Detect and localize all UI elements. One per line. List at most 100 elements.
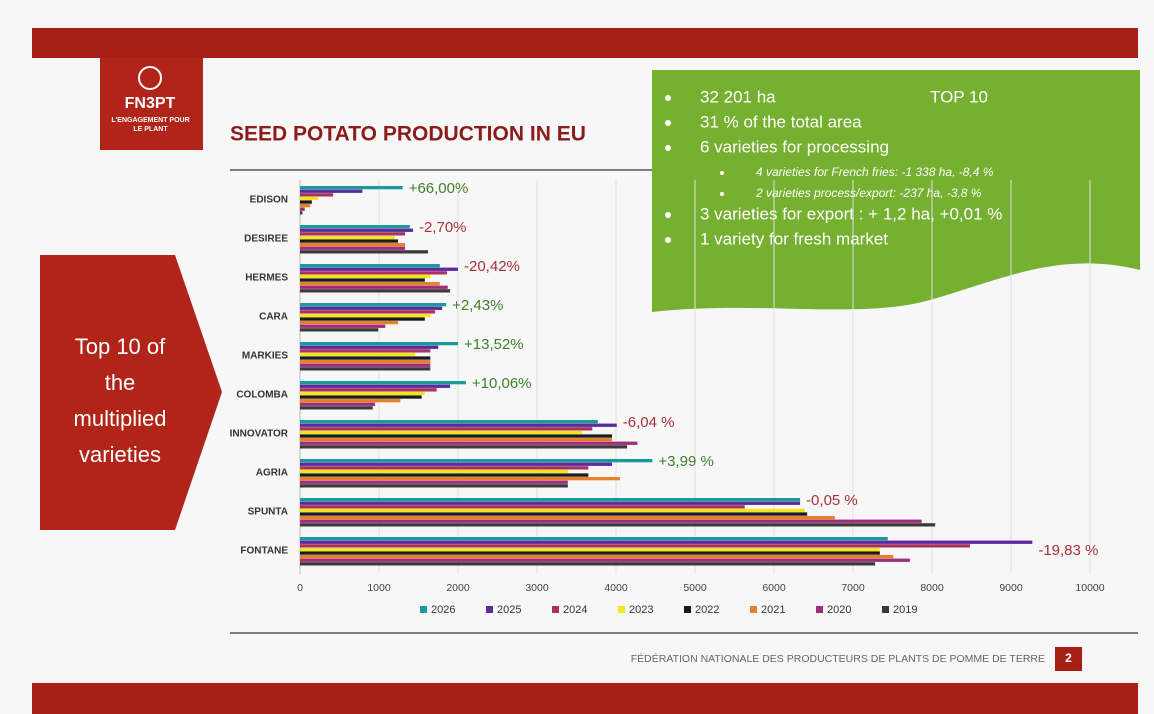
bar [300, 303, 447, 307]
bar [300, 271, 447, 275]
legend-label: 2023 [629, 604, 653, 616]
info-item: 31 % of the total area [700, 112, 862, 131]
y-tick-label: EDISON [250, 195, 288, 206]
x-tick-label: 7000 [841, 582, 865, 594]
bar [300, 267, 458, 271]
y-tick-label: SPUNTA [248, 507, 288, 518]
bar [300, 207, 305, 211]
legend-label: 2024 [563, 604, 587, 616]
bar [300, 469, 568, 474]
legend-label: 2019 [893, 604, 917, 616]
change-label: -0,05 % [806, 492, 858, 509]
x-tick-label: 5000 [683, 582, 707, 594]
bullet [720, 171, 724, 175]
change-label: +13,52% [464, 336, 524, 353]
bar [300, 438, 613, 442]
bar [300, 427, 593, 431]
bar [300, 200, 312, 204]
legend-swatch [420, 606, 427, 613]
bullet [720, 192, 724, 196]
info-item: 32 201 ha [700, 87, 776, 106]
bar [300, 342, 458, 346]
bullet [665, 212, 671, 218]
bar [300, 540, 1033, 544]
chart: 0 1000 2000 3000 4000 5000 6000 7000 8000 9000 100… [230, 180, 1105, 616]
slide-title: SEED POTATO PRODUCTION IN EU [230, 123, 586, 146]
change-label: +66,00% [409, 180, 469, 197]
bar [300, 189, 363, 193]
bar [300, 441, 638, 445]
bar [300, 558, 910, 562]
bar [300, 321, 398, 325]
bar [300, 246, 406, 250]
bar [300, 505, 745, 509]
bullet [665, 145, 671, 151]
bar [300, 228, 413, 232]
y-tick-label: COLOMBA [236, 390, 288, 401]
bar [300, 462, 613, 466]
y-tick-label: MARKIES [242, 351, 288, 362]
x-tick-label: 2000 [446, 582, 470, 594]
bar [300, 243, 406, 247]
side-label: Top 10 of the multiplied varieties [74, 334, 167, 467]
bar [300, 196, 319, 201]
bar [300, 512, 808, 516]
bar [300, 508, 805, 513]
y-tick-label: DESIREE [244, 234, 288, 245]
legend-label: 2021 [761, 604, 785, 616]
bar [300, 519, 922, 523]
legend-swatch [816, 606, 823, 613]
bar [300, 402, 376, 406]
bar [300, 285, 448, 289]
info-item: 6 varieties for processing [700, 137, 889, 156]
bar [300, 466, 589, 470]
info-item: 1 variety for fresh market [700, 229, 888, 248]
bar [300, 399, 401, 403]
logo-tagline-box: L'ENGAGEMENT POUR LE PLANT [111, 117, 189, 133]
bar [300, 282, 440, 286]
legend-label: 2026 [431, 604, 455, 616]
side-label-line: varieties [79, 442, 161, 467]
bar [300, 459, 653, 463]
y-tick-label: FONTANE [240, 546, 288, 557]
bar [300, 434, 613, 438]
bar [300, 420, 598, 424]
x-tick-label: 10000 [1075, 582, 1104, 594]
bar [300, 235, 395, 240]
change-label: +3,99 % [658, 453, 713, 470]
info-item: 2 varieties process/export: -237 ha, -3,… [755, 186, 982, 200]
logo-box [100, 58, 203, 150]
bar [300, 193, 334, 197]
bar [300, 313, 431, 318]
bar [300, 555, 894, 559]
footer-text: FÉDÉRATION NATIONALE DES PRODUCTEURS DE … [631, 652, 1045, 665]
bar [300, 328, 379, 332]
legend-label: 2020 [827, 604, 851, 616]
change-label: +2,43% [452, 297, 503, 314]
bar [300, 537, 888, 541]
x-tick-label: 3000 [525, 582, 549, 594]
bar [300, 523, 936, 527]
change-label: +10,06% [472, 375, 532, 392]
bar [300, 551, 880, 555]
bar [300, 562, 876, 566]
bullet [665, 237, 671, 243]
bar [300, 501, 801, 505]
bar [300, 473, 589, 477]
side-label-line: Top 10 of [75, 334, 166, 359]
bar [300, 289, 451, 293]
change-label: -6,04 % [623, 414, 675, 431]
legend-swatch [684, 606, 691, 613]
bar [300, 367, 431, 371]
y-tick-label: HERMES [245, 273, 288, 284]
info-item: 4 varieties for French fries: -1 338 ha,… [756, 165, 994, 179]
info-list: 32 201 ha 31 % of the total area 6 varieti… [665, 87, 1002, 248]
bar [300, 232, 406, 236]
x-tick-label: 1000 [367, 582, 391, 594]
logo-text: FN3PT [125, 95, 176, 112]
side-label-line: multiplied [74, 406, 167, 431]
logo-icon [138, 66, 162, 90]
bar [300, 388, 437, 392]
bar [300, 391, 425, 396]
bar [300, 544, 970, 548]
